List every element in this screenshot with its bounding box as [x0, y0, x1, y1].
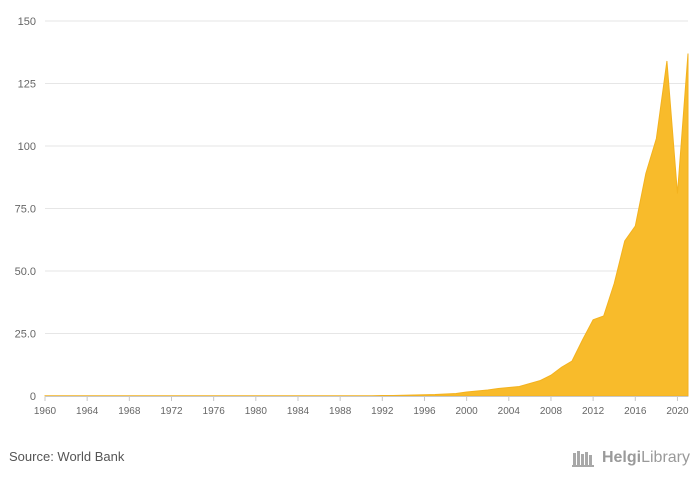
x-axis: 1960 1964 1968 1972 1976 1980 1984 1988 1992 1996…	[34, 397, 689, 417]
x-tick-label: 1972	[160, 406, 183, 417]
y-tick-label: 50.0	[15, 266, 36, 278]
x-tick-label: 1976	[203, 406, 226, 417]
helgilibrary-logo: Helgi Library	[571, 449, 690, 467]
x-tick-label: 1980	[245, 406, 268, 417]
x-tick-label: 2000	[456, 406, 479, 417]
y-tick-label: 25.0	[15, 329, 36, 341]
y-axis: 0 25.0 50.0 75.0 100 125 150	[15, 16, 36, 403]
x-tick-label: 2020	[666, 406, 689, 417]
x-tick-label: 1960	[34, 406, 57, 417]
logo-text-regular: Library	[641, 449, 690, 466]
library-books-icon	[571, 451, 594, 467]
x-tick-label: 1988	[329, 406, 352, 417]
y-tick-label: 150	[18, 16, 36, 28]
x-tick-label: 1996	[413, 406, 436, 417]
y-tick-label: 75.0	[15, 204, 36, 216]
x-tick-label: 1984	[287, 406, 310, 417]
source-note: Source: World Bank	[9, 449, 125, 464]
x-tick-label: 2004	[498, 406, 521, 417]
x-tick-label: 1968	[118, 406, 141, 417]
series-area	[44, 53, 689, 397]
x-tick-label: 2012	[582, 406, 605, 417]
y-tick-label: 100	[18, 141, 36, 153]
y-tick-label: 125	[18, 79, 36, 91]
y-tick-label: 0	[30, 391, 36, 403]
x-tick-label: 2008	[540, 406, 563, 417]
x-tick-label: 1992	[371, 406, 394, 417]
x-tick-label: 2016	[624, 406, 647, 417]
logo-text-bold: Helgi	[601, 449, 642, 466]
grid-lines	[45, 20, 688, 334]
x-tick-label: 1964	[76, 406, 99, 417]
